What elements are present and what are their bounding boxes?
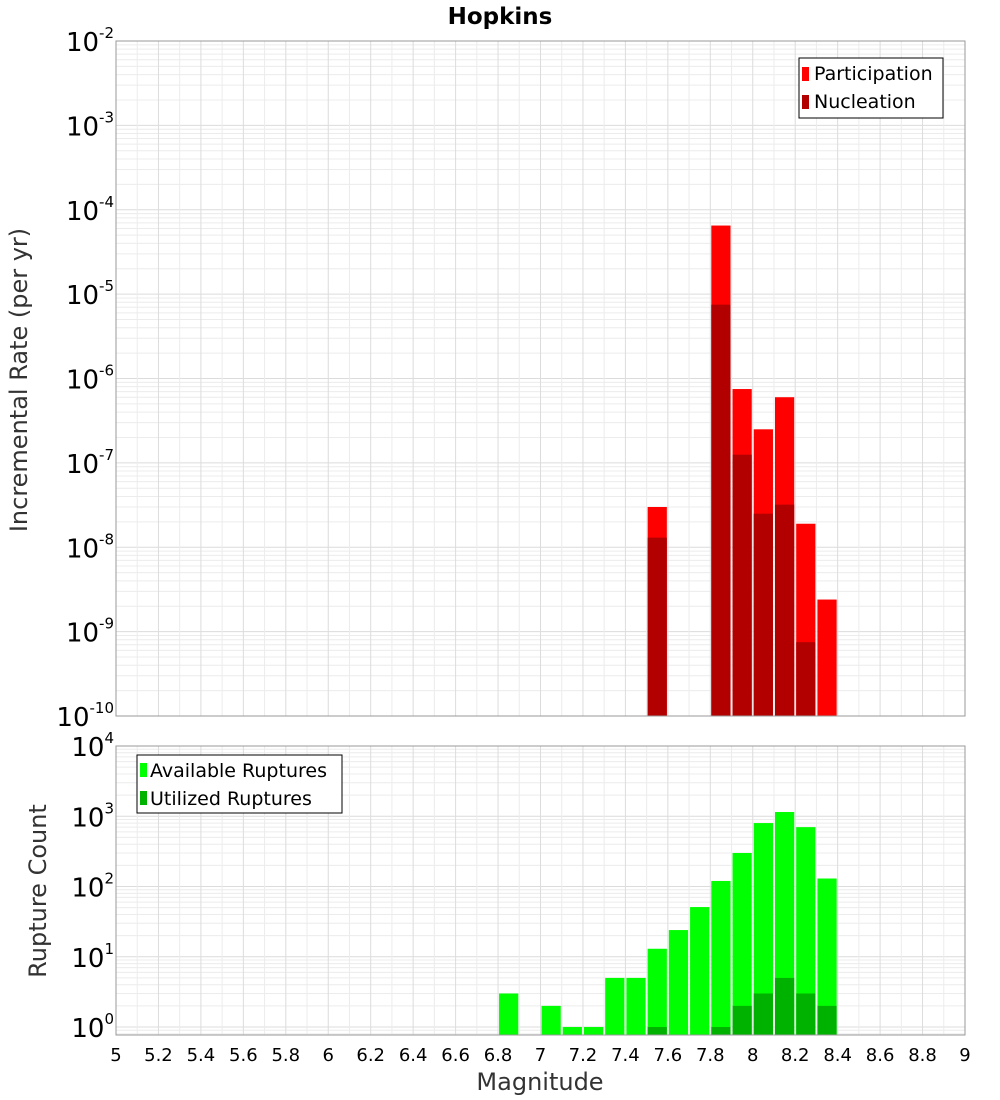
top-legend-box [798,57,944,119]
legend-swatch-participation [802,67,809,81]
bar-available-ruptures [647,948,667,1035]
bottom-y-tick-labels: 100 101 102 103 104 [71,729,114,1044]
x-tick-label: 5.4 [187,1045,216,1066]
bottom-legend: Available Ruptures Utilized Ruptures [136,754,343,814]
x-tick-label: 6.2 [356,1045,385,1066]
bar-utilized-ruptures [732,1005,752,1035]
bar-available-ruptures [732,852,752,1035]
bar-available-ruptures [690,907,710,1035]
top-y-axis-label: Incremental Rate (per yr) [5,228,33,532]
chart-title: Hopkins [448,4,553,30]
bar-utilized-ruptures [647,1027,667,1035]
top-y-tick-label: 10-3 [66,108,114,142]
legend-label-available: Available Ruptures [150,760,327,782]
x-tick-label: 5.6 [229,1045,258,1066]
bottom-plot-border [115,745,966,1036]
x-axis-label: Magnitude [476,1068,603,1096]
bottom-y-tick-label: 101 [71,940,114,974]
bar-available-ruptures [817,878,837,1035]
bar-available-ruptures [796,827,816,1035]
top-y-tick-label: 10-8 [66,530,114,564]
x-tick-label: 6.6 [441,1045,470,1066]
top-legend: Participation Nucleation [798,57,944,119]
x-tick-label: 7.8 [696,1045,725,1066]
x-tick-label: 8.2 [781,1045,810,1066]
x-tick-label: 5.8 [271,1045,300,1066]
legend-swatch-nucleation [802,95,809,109]
bar-utilized-ruptures [711,1027,731,1035]
legend-label-nucleation: Nucleation [814,91,916,113]
x-tick-label: 8 [747,1045,758,1066]
bottom-y-tick-label: 102 [71,870,114,904]
top-y-tick-label: 10-5 [66,277,114,311]
bottom-y-tick-label: 104 [71,729,114,763]
top-y-tick-label: 10-9 [66,615,114,649]
bar-utilized-ruptures [817,1005,837,1035]
x-tick-labels: 5 5.2 5.4 5.6 5.8 6 6.2 6.4 6.6 6.8 7 7.2 7.4 7.6 7.8 8… [110,1045,970,1066]
bottom-y-axis-label: Rupture Count [24,804,52,978]
bar-available-ruptures [626,977,646,1035]
bar-available-ruptures [562,1027,582,1035]
bar-nucleation [732,454,752,716]
top-y-tick-label: 10-4 [66,193,114,227]
top-y-tick-labels: 10-10 10-9 10-8 10-7 10-6 10-5 10-4 10-3 10-2 [56,24,114,733]
bottom-bars [499,811,837,1035]
top-y-tick-label: 10-6 [66,362,114,396]
bottom-legend-box [136,754,343,814]
bottom-y-tick-label: 103 [71,799,114,833]
bar-available-ruptures [753,823,773,1035]
x-tick-label: 7.6 [654,1045,683,1066]
x-tick-label: 8.8 [908,1045,937,1066]
bottom-y-tick-label: 100 [71,1010,114,1044]
bar-nucleation [753,513,773,716]
bar-nucleation [647,537,667,716]
legend-label-participation: Participation [814,63,933,85]
legend-swatch-utilized [140,791,147,805]
x-tick-label: 8.6 [866,1045,895,1066]
bar-utilized-ruptures [774,977,795,1035]
x-tick-label: 8.4 [823,1045,852,1066]
x-tick-label: 7.2 [569,1045,598,1066]
bar-available-ruptures [711,880,731,1035]
bar-utilized-ruptures [796,993,816,1035]
legend-label-utilized: Utilized Ruptures [150,788,312,810]
bar-available-ruptures [583,1027,604,1035]
bar-utilized-ruptures [753,993,773,1035]
top-y-tick-label: 10-2 [66,24,114,58]
bar-available-ruptures [499,993,519,1035]
x-tick-label: 6.8 [484,1045,513,1066]
x-tick-label: 6.4 [399,1045,428,1066]
x-tick-label: 6 [323,1045,334,1066]
x-tick-label: 7.4 [611,1045,640,1066]
x-tick-label: 9 [959,1045,970,1066]
bar-available-ruptures [541,1005,561,1035]
bar-nucleation [796,642,816,716]
bar-available-ruptures [605,977,625,1035]
bar-nucleation [774,504,795,716]
x-tick-label: 5 [110,1045,121,1066]
bar-nucleation [711,304,731,716]
bar-participation [817,599,837,716]
top-gridlines [115,40,966,717]
x-tick-label: 5.2 [144,1045,173,1066]
bar-available-ruptures [668,930,689,1035]
top-plot-border [115,40,966,717]
top-bars [647,225,837,716]
top-y-tick-label: 10-10 [56,699,114,733]
top-y-tick-label: 10-7 [66,446,114,480]
x-tick-label: 7 [535,1045,546,1066]
legend-swatch-available [140,763,147,777]
